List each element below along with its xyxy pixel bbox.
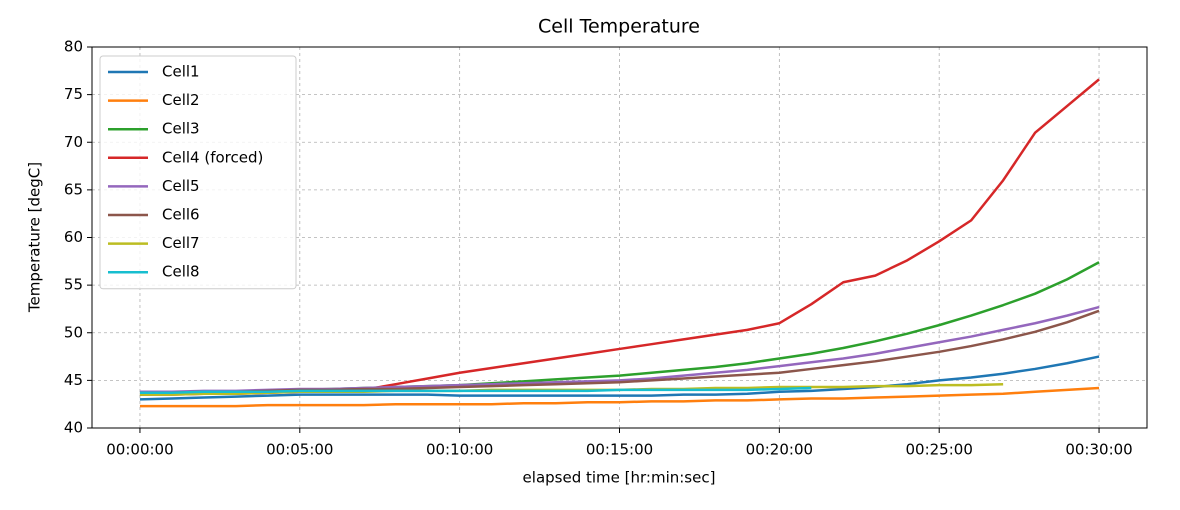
x-tick-label: 00:05:00 [266,441,333,459]
x-tick-label: 00:20:00 [746,441,813,459]
y-tick-label: 50 [64,323,83,341]
x-axis-label: elapsed time [hr:min:sec] [523,469,716,487]
y-tick-label: 65 [64,180,83,198]
y-tick-label: 60 [64,228,83,246]
y-axis-label: Temperature [degC] [26,162,44,313]
legend-label: Cell5 [162,177,200,195]
series-line [139,386,812,395]
plot-frame [91,46,1148,429]
y-tick-label: 70 [64,133,83,151]
x-tick-label: 00:00:00 [106,441,173,459]
y-tick-label: 45 [64,371,83,389]
series-line [139,355,1100,401]
legend-label: Cell8 [162,263,200,281]
chart-title: Cell Temperature [538,16,700,38]
legend-label: Cell3 [162,120,200,138]
legend-box [99,55,297,290]
y-tick-label: 40 [64,419,83,437]
x-tick-label: 00:10:00 [426,441,493,459]
series-line [139,386,1100,408]
x-tick-label: 00:25:00 [906,441,973,459]
legend-label: Cell4 (forced) [162,148,263,166]
legend-label: Cell6 [162,206,200,224]
x-tick-label: 00:30:00 [1065,441,1132,459]
legend-label: Cell2 [162,91,200,109]
legend-label: Cell7 [162,234,200,252]
y-tick-label: 80 [64,38,83,56]
x-tick-label: 00:15:00 [586,441,653,459]
y-tick-label: 75 [64,85,83,103]
legend-label: Cell1 [162,63,200,81]
y-tick-label: 55 [64,276,83,294]
